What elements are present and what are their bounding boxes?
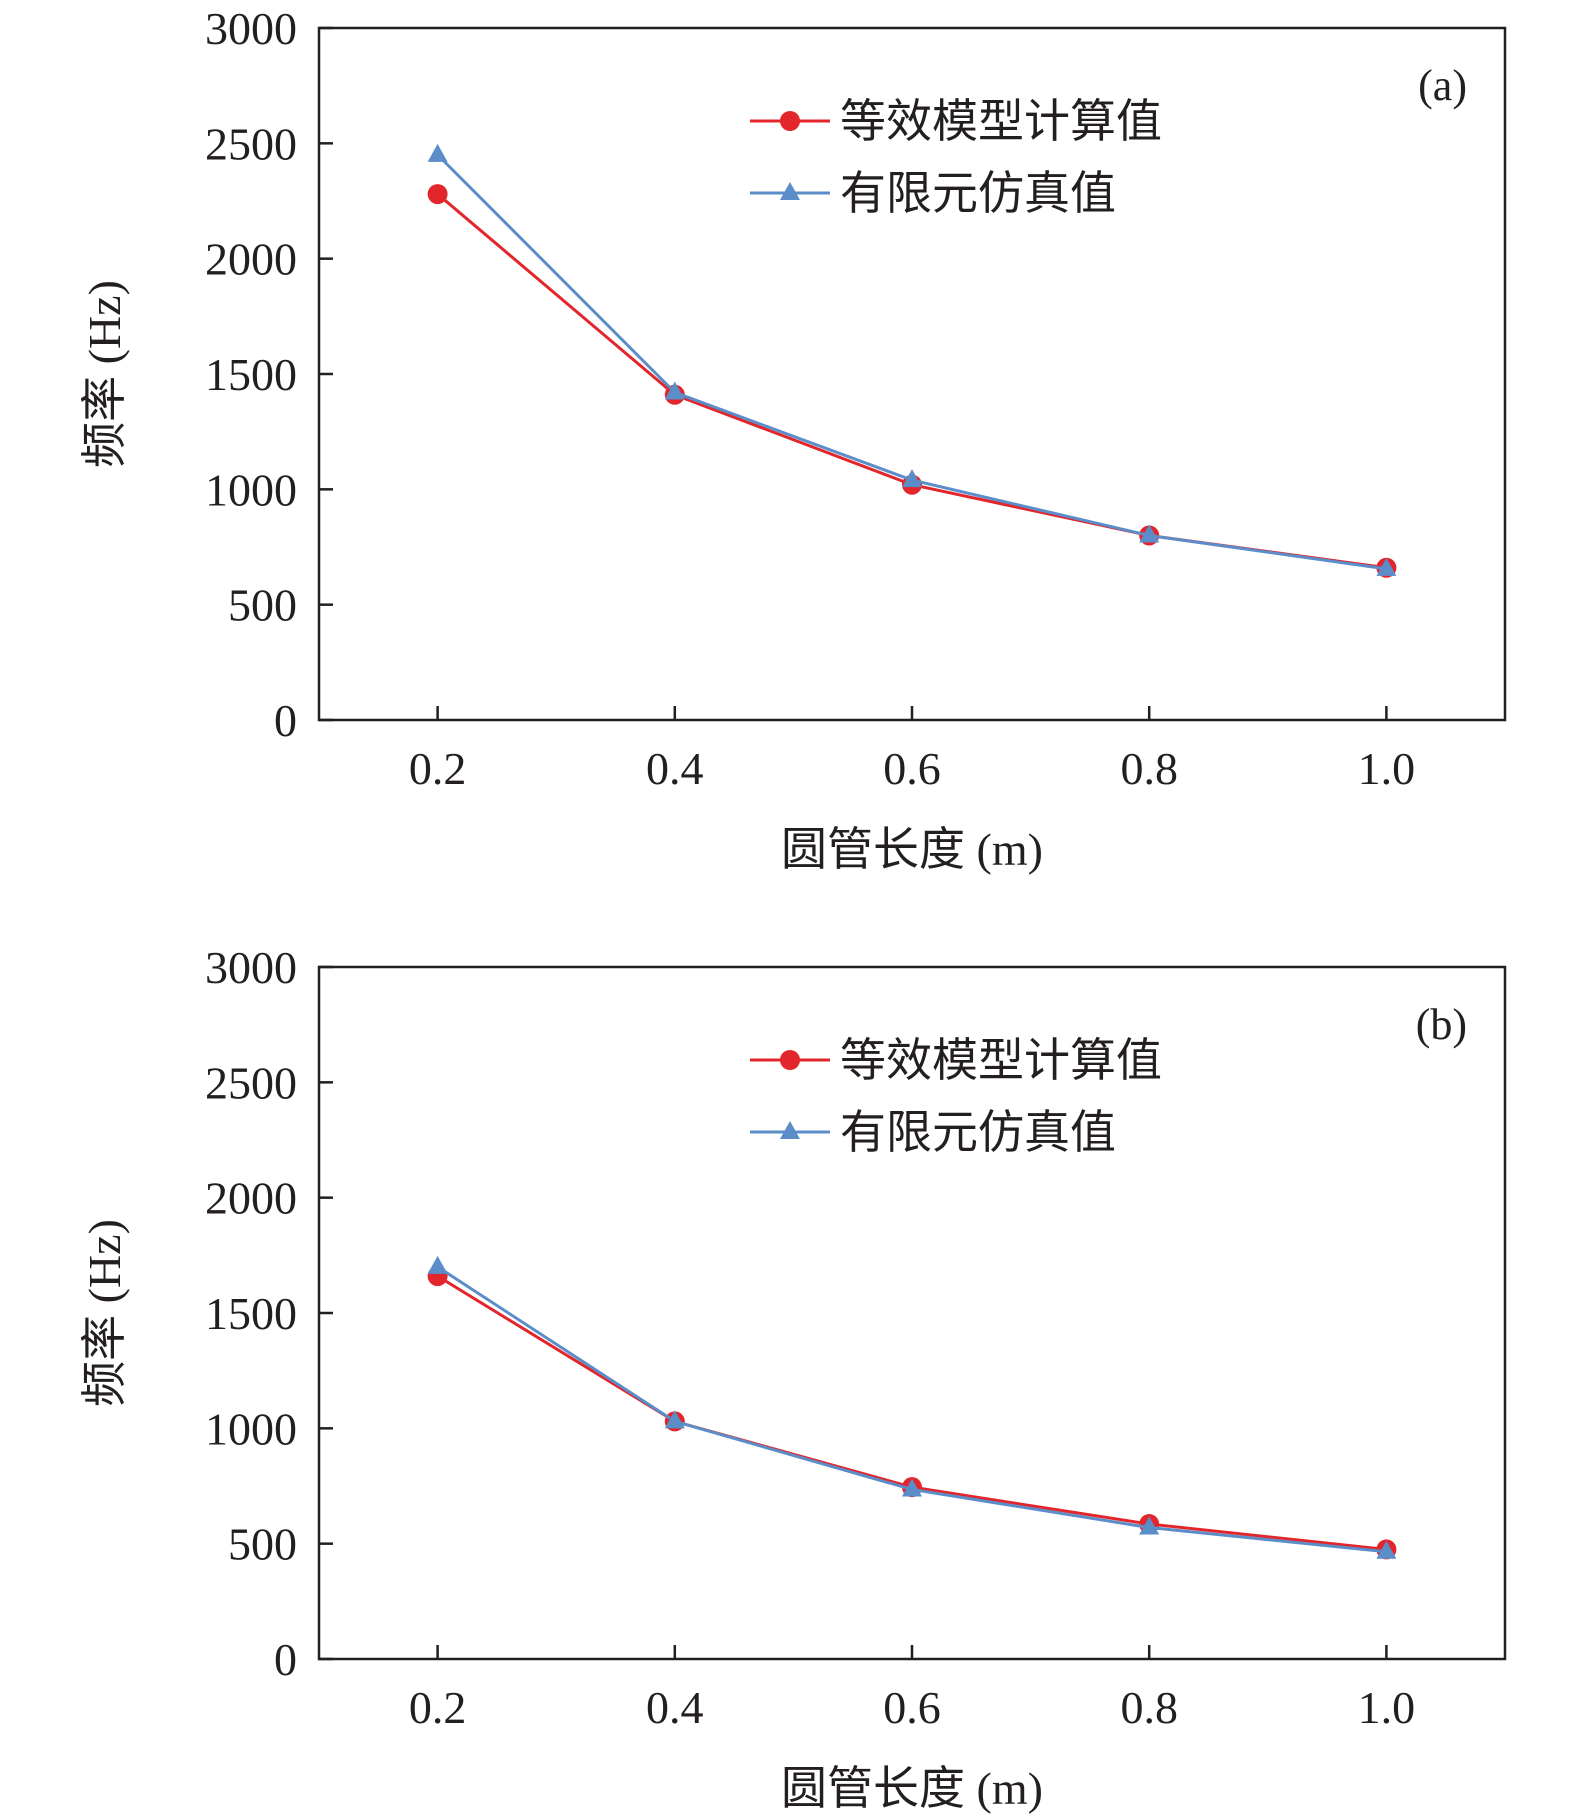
y-tick-label: 1500 xyxy=(205,1288,297,1339)
x-axis-title: 圆管长度 (m) xyxy=(781,824,1043,875)
x-tick-label: 0.8 xyxy=(1120,743,1178,794)
y-tick-label: 0 xyxy=(274,695,297,746)
data-point-triangle xyxy=(902,1478,922,1497)
y-axis-title: 频率 (Hz) xyxy=(79,280,130,468)
y-tick-label: 2000 xyxy=(205,1173,297,1224)
data-point-triangle xyxy=(1376,1540,1397,1559)
data-point-triangle xyxy=(664,381,685,400)
data-point-triangle xyxy=(1139,524,1160,543)
x-tick-label: 0.2 xyxy=(409,1682,467,1733)
x-tick-label: 0.8 xyxy=(1120,1682,1178,1733)
panel-label: (a) xyxy=(1418,61,1467,110)
legend-label: 等效模型计算值 xyxy=(840,96,1162,147)
legend-label: 等效模型计算值 xyxy=(840,1035,1162,1086)
x-tick-label: 1.0 xyxy=(1358,743,1416,794)
legend-label: 有限元仿真值 xyxy=(840,168,1116,219)
data-point-triangle xyxy=(427,1255,448,1274)
x-tick-label: 0.6 xyxy=(883,1682,941,1733)
x-tick-label: 0.4 xyxy=(646,1682,704,1733)
data-point-triangle xyxy=(1139,1516,1160,1535)
y-tick-label: 3000 xyxy=(205,3,297,54)
x-tick-label: 0.6 xyxy=(883,743,941,794)
data-point-triangle xyxy=(902,469,922,488)
y-tick-label: 2500 xyxy=(205,118,297,169)
panel-label: (b) xyxy=(1416,1000,1467,1049)
y-tick-label: 1000 xyxy=(205,464,297,515)
legend-marker-triangle xyxy=(780,1121,800,1139)
data-point-circle xyxy=(427,184,448,205)
chart-panel-a: 0 500 1000 1500 2000 2500 3000 0.2 0.4 0.6 0.8 1.0 圆… xyxy=(79,3,1507,875)
y-tick-label: 500 xyxy=(228,1519,297,1570)
y-tick-label: 2000 xyxy=(205,234,297,285)
chart-panel-b: 0 500 1000 1500 2000 2500 3000 0.2 0.4 0.6 0.8 1.0 圆… xyxy=(79,942,1507,1814)
data-point-triangle xyxy=(427,143,448,162)
legend-marker-triangle xyxy=(780,182,800,200)
y-tick-label: 500 xyxy=(228,580,297,631)
y-tick-label: 0 xyxy=(274,1634,297,1685)
x-tick-label: 0.4 xyxy=(646,743,704,794)
y-tick-label: 3000 xyxy=(205,942,297,993)
y-axis-title: 频率 (Hz) xyxy=(79,1219,130,1407)
x-tick-label: 1.0 xyxy=(1358,1682,1416,1733)
x-axis-title: 圆管长度 (m) xyxy=(781,1763,1043,1814)
y-tick-label: 2500 xyxy=(205,1057,297,1108)
data-point-triangle xyxy=(664,1410,685,1429)
x-tick-label: 0.2 xyxy=(409,743,467,794)
legend-marker-circle xyxy=(780,111,800,131)
legend-marker-circle xyxy=(780,1050,800,1070)
data-point-triangle xyxy=(1376,557,1397,576)
y-tick-label: 1000 xyxy=(205,1403,297,1454)
legend-label: 有限元仿真值 xyxy=(840,1107,1116,1158)
y-tick-label: 1500 xyxy=(205,349,297,400)
